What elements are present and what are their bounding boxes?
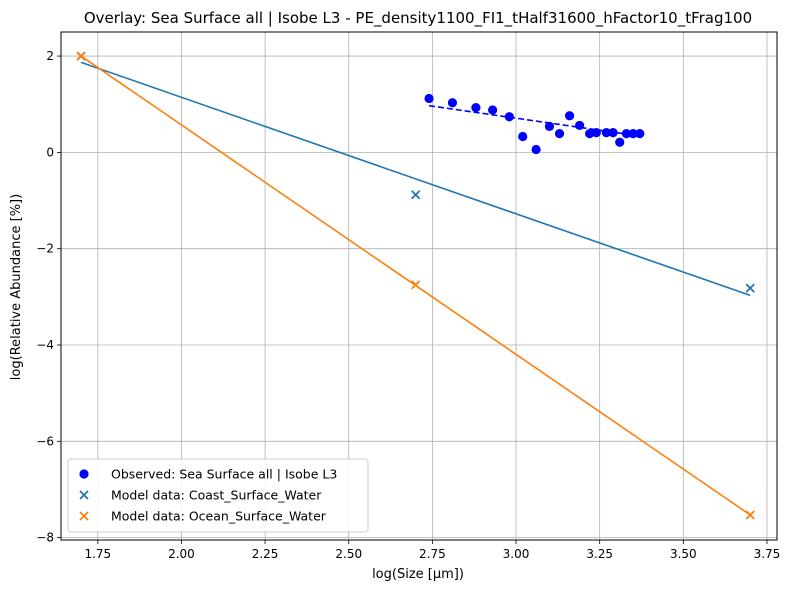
observed-point [628,129,638,139]
x-tick-label: 1.75 [84,547,111,561]
x-axis: 1.75 2.00 2.25 2.50 2.75 3.00 3.25 3.50 3.75 [84,540,780,561]
y-axis: −8 −6 −4 −2 0 2 [36,49,61,545]
legend-label: Model data: Coast_Surface_Water [111,488,322,503]
legend-box [67,458,369,533]
observed-point [601,128,611,138]
legend-marker [79,469,89,479]
observed-point [504,112,514,122]
y-axis-label: log(Relative Abundance [%]) [9,194,24,380]
plot-frame [60,31,778,541]
observed-point [554,129,565,139]
observed-point [608,128,618,138]
model-point [411,280,421,290]
x-tick-label: 3.50 [670,547,697,561]
x-tick-label: 2.00 [168,547,195,561]
observed-point [447,98,458,108]
model-point [411,190,421,200]
observed-point [488,105,498,115]
x-tick-label: 2.25 [252,547,279,561]
chart-title: Overlay: Sea Surface all | Isobe L3 - PE… [84,9,752,28]
x-tick-label: 3.00 [503,547,530,561]
model-point [745,283,755,293]
x-tick-label: 2.75 [419,547,446,561]
x-axis-label: log(Size [µm]) [372,567,464,582]
grid [61,32,777,540]
legend-marker [79,490,89,500]
observed-point [574,120,585,131]
model-point [745,510,755,520]
model-point [76,51,86,61]
observed-point [564,111,575,121]
y-tick-label: −2 [36,242,54,256]
observed-point [621,129,632,139]
y-tick-label: −6 [36,434,54,448]
y-tick-label: 2 [46,49,54,63]
y-tick-label: 0 [46,145,54,159]
observed-point [591,128,601,138]
fit-line [80,61,751,297]
plot-area [61,32,777,540]
legend-label: Observed: Sea Surface all | Isobe L3 [111,467,337,482]
y-tick-label: −8 [36,531,54,545]
legend-marker [79,511,89,521]
x-tick-label: 3.75 [754,547,781,561]
data-points [76,51,755,520]
observed-point [518,131,528,142]
observed-point [635,129,645,139]
observed-point [471,102,481,113]
x-tick-label: 3.25 [586,547,613,561]
legend-label: Model data: Ocean_Surface_Water [111,509,327,524]
observed-point [531,144,541,155]
observed-point [544,121,555,131]
observed-point [615,137,625,147]
x-tick-label: 2.50 [335,547,362,561]
observed-point [424,93,434,104]
y-tick-label: −4 [36,338,54,352]
legend: Observed: Sea Surface all | Isobe L3 Mode… [67,458,369,533]
